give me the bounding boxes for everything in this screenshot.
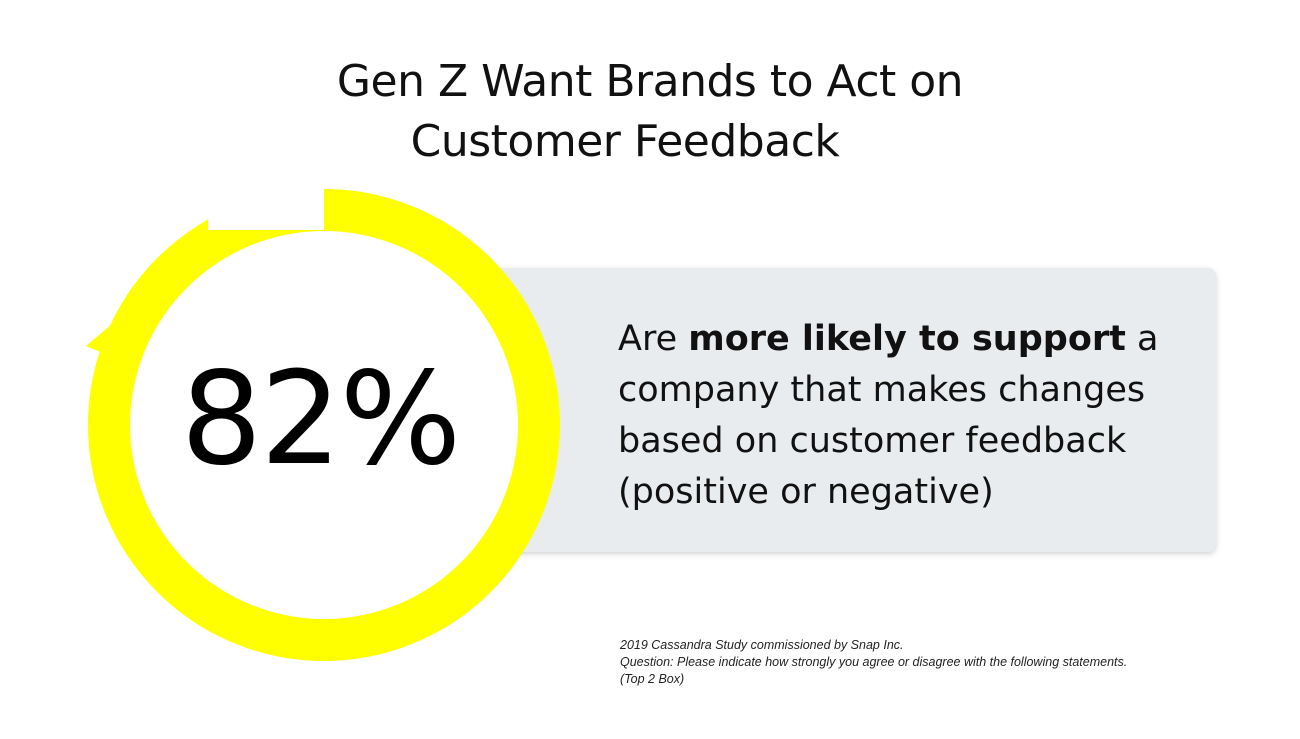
footnote-source: 2019 Cassandra Study commissioned by Sna…: [620, 638, 904, 652]
footnote-question: Question: Please indicate how strongly y…: [620, 655, 1128, 669]
statement-line-3: based on customer feedback: [618, 421, 1127, 461]
title-line-1: Gen Z Want Brands to Act on: [336, 56, 964, 107]
statement-prefix: Are: [618, 319, 689, 359]
ring-gap: [208, 130, 324, 230]
statement-emphasis: more likely to support: [688, 319, 1126, 359]
statement-line-2: company that makes changes: [618, 370, 1146, 410]
footnote-box: (Top 2 Box): [620, 672, 685, 686]
ring-arrowhead: [86, 302, 148, 372]
source-footnote: 2019 Cassandra Study commissioned by Sna…: [620, 637, 1260, 688]
statement-text: Are more likely to support a company tha…: [618, 314, 1208, 518]
stat-circle: [130, 231, 518, 619]
stat-value: 82%: [180, 345, 462, 494]
title-line-2: Customer Feedback: [410, 116, 840, 167]
page-title: Gen Z Want Brands to Act on Customer Fee…: [0, 52, 1300, 172]
statement-line-4: (positive or negative): [618, 472, 994, 512]
statement-line1-suffix: a: [1125, 319, 1159, 359]
